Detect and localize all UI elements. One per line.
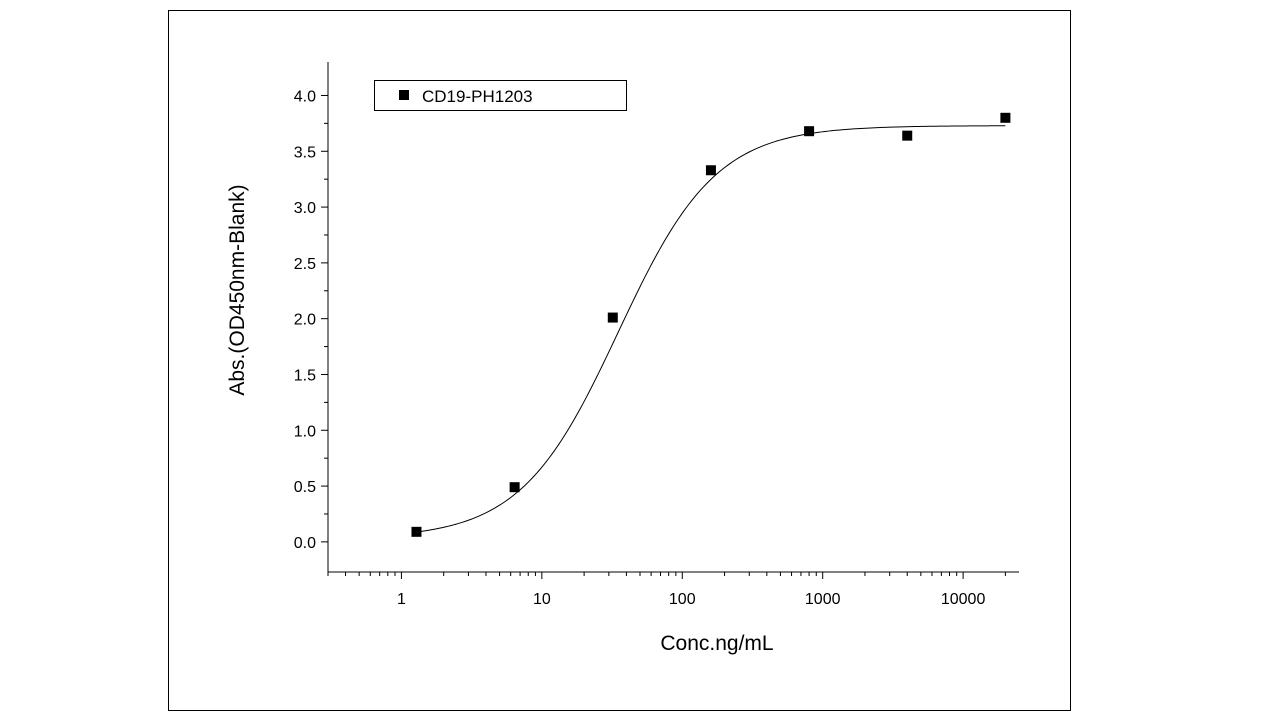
x-tick-label: 10 (533, 591, 551, 608)
data-point (1000, 112, 1011, 123)
y-tick-label: 1.5 (294, 367, 316, 384)
legend-marker-icon (399, 90, 409, 100)
fit-curve (416, 125, 1006, 533)
data-points (411, 112, 1011, 537)
y-tick-label: 0.0 (294, 535, 316, 552)
y-tick-label: 0.5 (294, 479, 316, 496)
y-tick-label: 3.0 (294, 200, 316, 217)
y-tick-label: 1.0 (294, 423, 316, 440)
data-point (607, 312, 618, 323)
data-point (804, 126, 815, 137)
axes (327, 62, 1019, 573)
ticks: 0.0 0.5 1.0 1.5 2.0 2.5 3.0 3.5 4.0 1 10 100 1000 100… (294, 88, 1006, 608)
legend: CD19-PH1203 (374, 80, 627, 111)
y-tick-label: 4.0 (294, 88, 316, 105)
fit-curve-group (416, 125, 1006, 533)
legend-label: CD19-PH1203 (422, 87, 533, 106)
x-tick-label: 1 (397, 591, 406, 608)
data-point (509, 482, 520, 493)
data-point (411, 526, 422, 537)
x-tick-label: 10000 (941, 591, 986, 608)
x-tick-label: 1000 (805, 591, 841, 608)
data-point (705, 165, 716, 176)
y-tick-label: 2.5 (294, 256, 316, 273)
legend-box (374, 80, 627, 111)
figure-frame (168, 10, 1071, 711)
y-tick-label: 3.5 (294, 144, 316, 161)
y-tick-label: 2.0 (294, 312, 316, 329)
y-axis-title: Abs.(OD450nm-Blank) (226, 184, 249, 395)
data-point (902, 130, 913, 141)
x-tick-label: 100 (669, 591, 696, 608)
x-axis-title: Conc.ng/mL (660, 632, 773, 655)
